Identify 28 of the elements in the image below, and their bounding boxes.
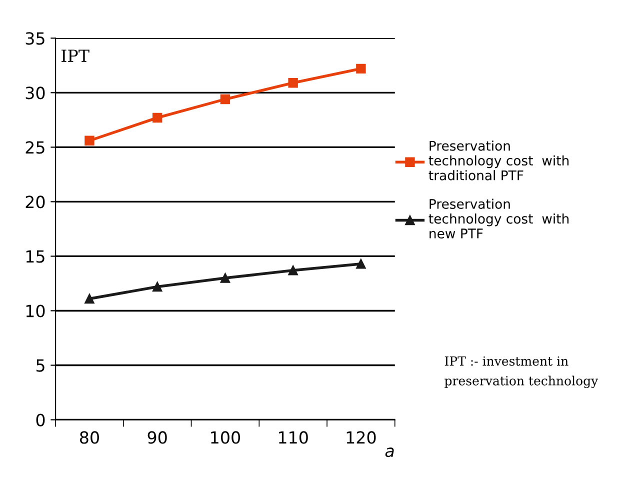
x-axis-title: a	[385, 448, 394, 458]
y-tick-label: 35	[26, 32, 44, 45]
y-tick-label: 10	[26, 304, 45, 318]
legend-label: Preservation technology cost with traditional PTF	[428, 140, 569, 180]
x-tick-label: 100	[211, 431, 240, 444]
text: IPT :- investment in preservation technology	[444, 356, 598, 388]
y-tick-label: 25	[26, 141, 44, 154]
point	[356, 64, 366, 74]
y-tick-label: 15	[26, 250, 44, 263]
point	[356, 258, 366, 269]
y-tick-label: 20	[26, 196, 45, 208]
point	[152, 112, 162, 123]
y-tick-label: 30	[26, 86, 45, 100]
point	[220, 94, 230, 104]
point	[288, 266, 298, 276]
x-tick-label: 120	[346, 431, 376, 444]
point	[84, 294, 94, 304]
y-axis-title: IPT	[62, 50, 90, 62]
x-tick-label: 80	[80, 431, 99, 444]
x-tick-label: 90	[148, 431, 167, 444]
y-tick-label: 5	[36, 359, 44, 372]
y-tick-label: 0	[36, 414, 45, 426]
point	[152, 282, 162, 292]
x-tick-label: 110	[279, 431, 308, 444]
point	[84, 136, 94, 146]
point	[220, 273, 230, 283]
legend-label: Preservation technology cost with new PTF	[428, 198, 569, 238]
point	[288, 78, 298, 88]
